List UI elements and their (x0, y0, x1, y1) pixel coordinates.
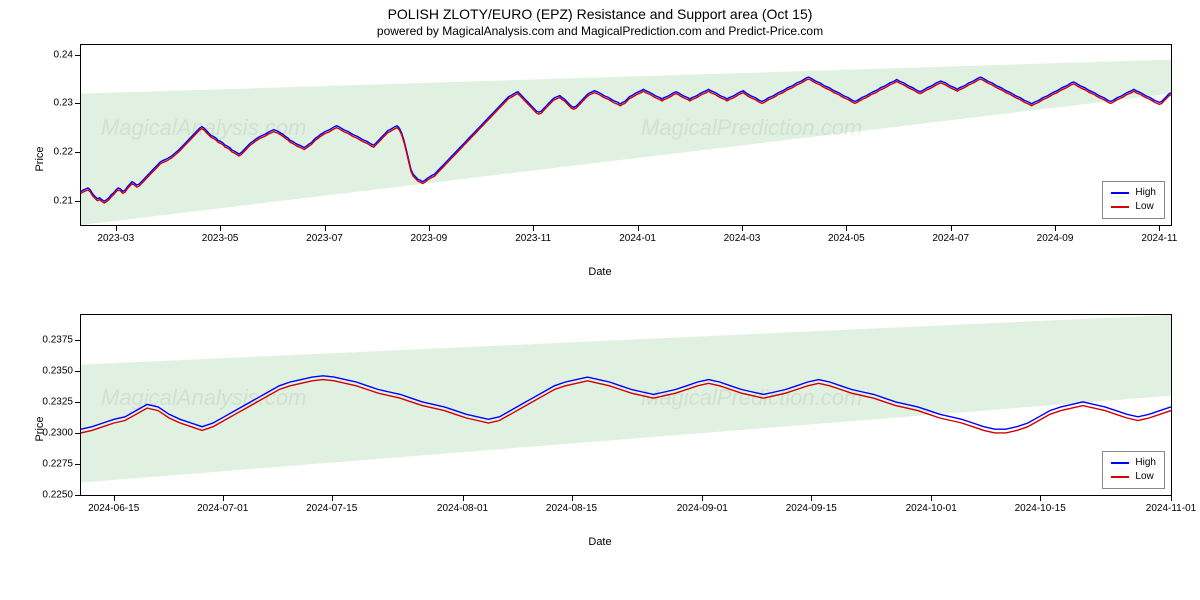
x-tick (332, 495, 333, 501)
x-tick-label: 2024-05 (828, 233, 865, 244)
x-tick-label: 2024-08-01 (437, 503, 488, 514)
x-tick-label: 2023-05 (202, 233, 239, 244)
x-tick (325, 225, 326, 231)
page-title: POLISH ZLOTY/EURO (EPZ) Resistance and S… (0, 6, 1200, 22)
y-tick-label: 0.2375 (42, 334, 73, 345)
legend-label: High (1135, 456, 1156, 470)
legend-swatch (1111, 462, 1129, 464)
x-tick-label: 2024-07 (932, 233, 969, 244)
x-tick (846, 225, 847, 231)
legend-swatch (1111, 192, 1129, 194)
x-tick-label: 2023-07 (306, 233, 343, 244)
x-tick (463, 495, 464, 501)
y-tick-label: 0.2325 (42, 396, 73, 407)
plot-area-top: MagicalAnalysis.com MagicalPrediction.co… (80, 44, 1172, 226)
x-tick (742, 225, 743, 231)
y-tick (75, 103, 81, 104)
x-tick-label: 2024-06-15 (88, 503, 139, 514)
support-resistance-band (81, 315, 1171, 483)
x-tick (223, 495, 224, 501)
x-tick (572, 495, 573, 501)
chart-svg (81, 45, 1171, 225)
legend: HighLow (1102, 181, 1165, 219)
legend-label: High (1135, 186, 1156, 200)
chart-top: Price MagicalAnalysis.com MagicalPredict… (30, 44, 1170, 274)
chart-svg (81, 315, 1171, 495)
x-tick (951, 225, 952, 231)
y-tick (75, 340, 81, 341)
x-tick (811, 495, 812, 501)
y-tick-label: 0.21 (54, 195, 73, 206)
x-tick-label: 2024-09-15 (786, 503, 837, 514)
y-tick (75, 55, 81, 56)
y-tick (75, 201, 81, 202)
axis-x-label: Date (30, 536, 1170, 548)
legend-swatch (1111, 476, 1129, 478)
x-tick (931, 495, 932, 501)
legend-swatch (1111, 206, 1129, 208)
y-tick-label: 0.2300 (42, 427, 73, 438)
y-tick (75, 152, 81, 153)
x-tick-label: 2024-10-15 (1015, 503, 1066, 514)
x-tick-label: 2023-03 (97, 233, 134, 244)
legend-label: Low (1135, 470, 1153, 484)
x-tick-label: 2024-11-01 (1146, 503, 1196, 514)
x-tick-label: 2023-11 (515, 233, 551, 244)
x-tick-label: 2023-09 (411, 233, 448, 244)
legend-item: High (1111, 186, 1156, 200)
y-tick (75, 495, 81, 496)
x-tick-label: 2024-03 (724, 233, 761, 244)
x-tick-label: 2024-07-01 (197, 503, 248, 514)
x-tick (638, 225, 639, 231)
y-tick-label: 0.22 (54, 147, 73, 158)
x-tick-label: 2024-10-01 (906, 503, 957, 514)
x-tick (1040, 495, 1041, 501)
x-tick (533, 225, 534, 231)
x-tick (702, 495, 703, 501)
axis-x-label: Date (30, 266, 1170, 278)
legend-item: Low (1111, 470, 1156, 484)
axis-y-label: Price (34, 146, 46, 171)
y-tick-label: 0.2350 (42, 365, 73, 376)
legend-item: High (1111, 456, 1156, 470)
y-tick (75, 402, 81, 403)
y-tick (75, 371, 81, 372)
x-tick (114, 495, 115, 501)
plot-area-bottom: MagicalAnalysis.com MagicalPrediction.co… (80, 314, 1172, 496)
x-tick (220, 225, 221, 231)
x-tick-label: 2024-11 (1141, 233, 1177, 244)
y-tick-label: 0.2250 (42, 490, 73, 501)
x-tick-label: 2024-01 (619, 233, 656, 244)
y-tick-label: 0.23 (54, 98, 73, 109)
x-tick (1055, 225, 1056, 231)
legend: HighLow (1102, 451, 1165, 489)
y-tick-label: 0.24 (54, 49, 73, 60)
x-tick (1171, 495, 1172, 501)
page-subtitle: powered by MagicalAnalysis.com and Magic… (0, 24, 1200, 38)
support-resistance-band (81, 60, 1171, 225)
y-tick-label: 0.2275 (42, 458, 73, 469)
x-tick (429, 225, 430, 231)
x-tick-label: 2024-07-15 (306, 503, 357, 514)
legend-label: Low (1135, 200, 1153, 214)
legend-item: Low (1111, 200, 1156, 214)
y-tick (75, 464, 81, 465)
chart-bottom: Price MagicalAnalysis.com MagicalPredict… (30, 314, 1170, 544)
x-tick-label: 2024-09-01 (677, 503, 728, 514)
x-tick (1159, 225, 1160, 231)
x-tick-label: 2024-09 (1037, 233, 1074, 244)
x-tick-label: 2024-08-15 (546, 503, 597, 514)
y-tick (75, 433, 81, 434)
x-tick (116, 225, 117, 231)
